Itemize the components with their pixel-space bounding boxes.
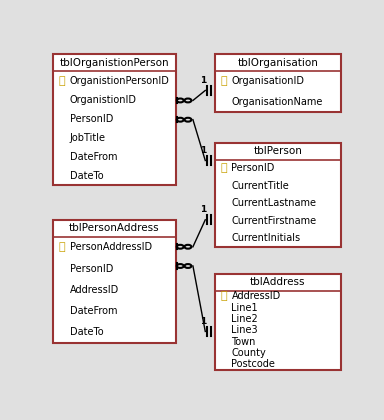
Text: OrganistionPersonID: OrganistionPersonID (70, 76, 170, 86)
Text: County: County (232, 348, 266, 358)
Text: DateFrom: DateFrom (70, 306, 117, 316)
Bar (215, 143, 341, 247)
Text: ⚿: ⚿ (220, 163, 227, 173)
Text: PersonAddressID: PersonAddressID (70, 242, 152, 252)
Text: DateTo: DateTo (70, 327, 103, 337)
Text: 1: 1 (200, 205, 206, 214)
Text: Town: Town (232, 336, 256, 346)
Text: ⚿: ⚿ (59, 76, 65, 86)
Text: Line3: Line3 (232, 326, 258, 335)
Text: PersonID: PersonID (232, 163, 275, 173)
Text: CurrentFirstname: CurrentFirstname (232, 215, 316, 226)
Text: ⚿: ⚿ (59, 242, 65, 252)
Text: tblPerson: tblPerson (253, 146, 302, 156)
Text: Line2: Line2 (232, 314, 258, 324)
Text: AddressID: AddressID (232, 291, 281, 301)
Text: ⚿: ⚿ (220, 76, 227, 87)
Text: DateFrom: DateFrom (70, 152, 117, 162)
Text: CurrentLastname: CurrentLastname (232, 198, 316, 208)
Text: OrganistionID: OrganistionID (70, 94, 137, 105)
Text: AddressID: AddressID (70, 285, 119, 295)
Text: JobTitle: JobTitle (70, 133, 106, 143)
Bar (215, 54, 341, 112)
Text: DateTo: DateTo (70, 171, 103, 181)
Text: CurrentInitials: CurrentInitials (232, 233, 301, 243)
Text: 1: 1 (200, 146, 206, 155)
Text: 1: 1 (200, 76, 206, 85)
Text: tblOrganisation: tblOrganisation (237, 58, 318, 68)
Text: tblAddress: tblAddress (250, 277, 305, 287)
Text: ⚿: ⚿ (220, 291, 227, 301)
Text: OrganisationName: OrganisationName (232, 97, 323, 107)
Bar (215, 274, 341, 370)
Text: CurrentTitle: CurrentTitle (232, 181, 289, 191)
Text: 1: 1 (200, 317, 206, 326)
Text: tblOrganistionPerson: tblOrganistionPerson (60, 58, 169, 68)
Text: PersonID: PersonID (70, 264, 113, 273)
Bar (53, 54, 176, 185)
Text: Postcode: Postcode (232, 359, 275, 369)
Bar (53, 220, 176, 343)
Text: Line1: Line1 (232, 303, 258, 312)
Text: PersonID: PersonID (70, 114, 113, 123)
Text: tblPersonAddress: tblPersonAddress (69, 223, 160, 233)
Text: OrganisationID: OrganisationID (232, 76, 305, 87)
